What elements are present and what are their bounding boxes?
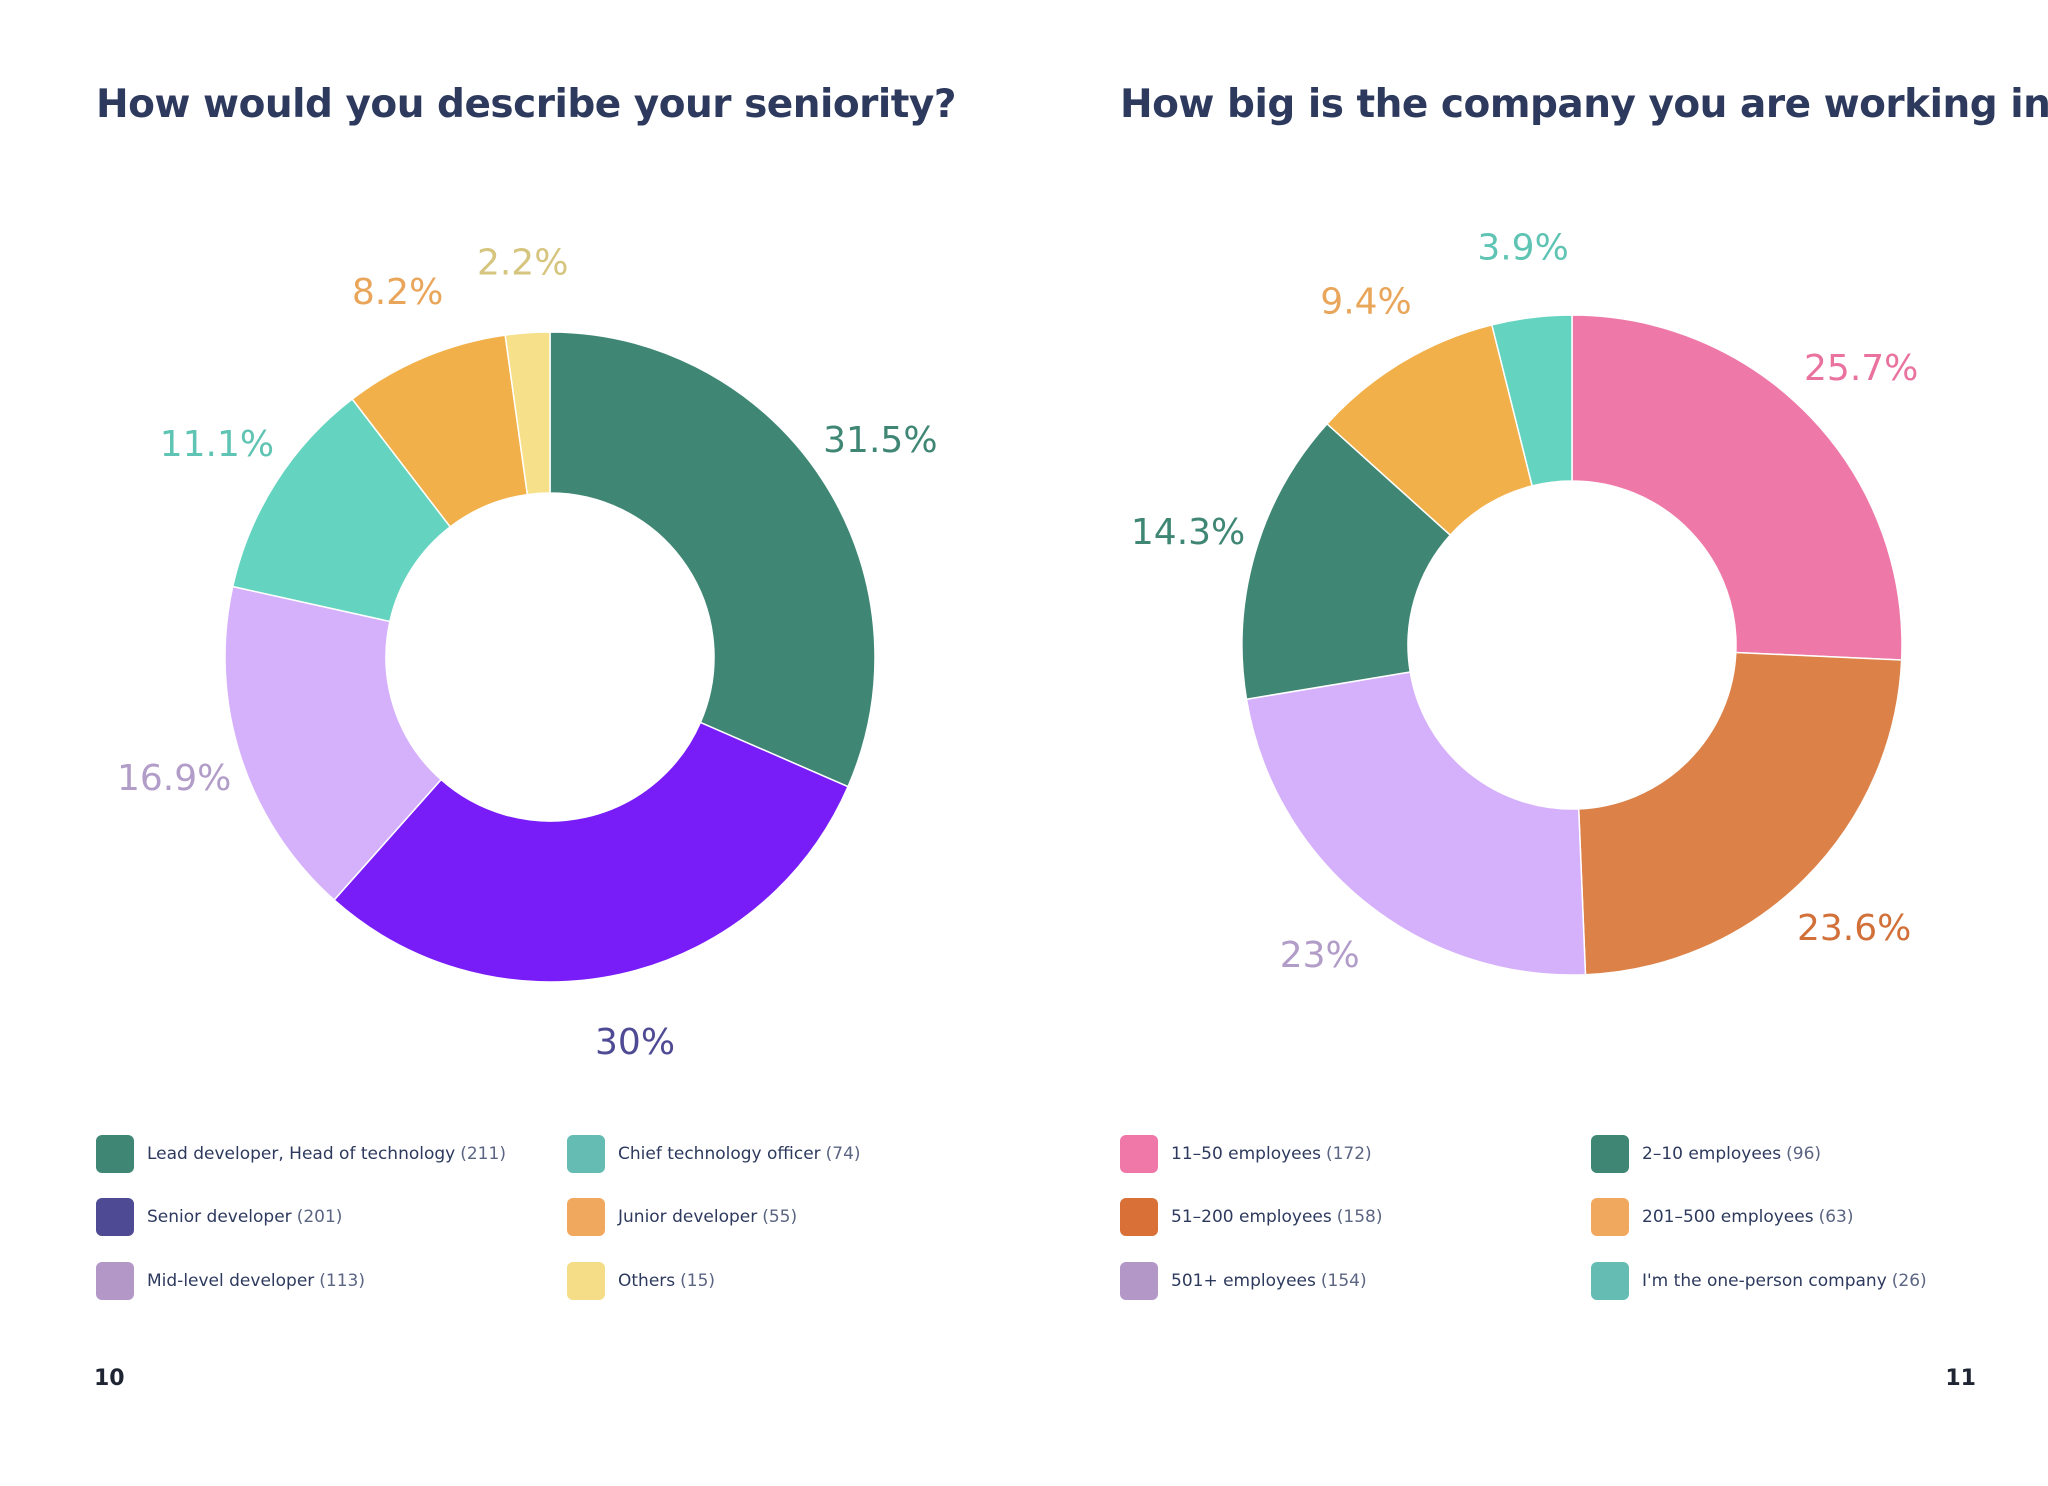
legend-count: (15) <box>680 1271 716 1291</box>
legend: 11–50 employees (172) 2–10 employees (96) 51… <box>1120 1134 2020 1334</box>
slice-percent-label: 9.4% <box>1320 282 1411 323</box>
legend-label: Junior developer <box>618 1207 758 1227</box>
legend-swatch <box>96 1198 134 1236</box>
legend-label: 2–10 employees <box>1642 1144 1782 1164</box>
legend-count: (96) <box>1786 1144 1822 1164</box>
chart-page-left: How would you describe your seniority? 3… <box>94 82 996 1391</box>
slice-percent-label: 8.2% <box>352 272 443 313</box>
legend-swatch <box>1591 1198 1629 1236</box>
legend-label: I'm the one-person company <box>1642 1271 1887 1291</box>
donut-slice <box>1245 671 1587 976</box>
legend-count: (158) <box>1336 1207 1383 1227</box>
legend: Lead developer, Head of technology (211) C… <box>96 1134 996 1334</box>
donut-chart: 31.5% 30% 16.9% 11.1% 8.2% 2.2% <box>117 242 938 1063</box>
legend-label: 51–200 employees <box>1171 1207 1332 1227</box>
page-number: 11 <box>1945 1366 1976 1391</box>
legend-item: I'm the one-person company (26) <box>1591 1261 1927 1301</box>
legend-item: Chief technology officer (74) <box>567 1134 861 1174</box>
legend-label: 201–500 employees <box>1642 1207 1814 1227</box>
slice-percent-label: 23% <box>1280 935 1360 976</box>
donut-slice <box>1577 651 1903 976</box>
legend-label: 11–50 employees <box>1171 1144 1321 1164</box>
legend-item: 11–50 employees (172) <box>1120 1134 1372 1174</box>
legend-count: (172) <box>1325 1144 1372 1164</box>
legend-swatch <box>1591 1262 1629 1300</box>
legend-swatch <box>567 1198 605 1236</box>
donut-chart: 25.7% 23.6% 23% 14.3% 9.4% 3.9% <box>1131 228 1919 976</box>
legend-label: 501+ employees <box>1171 1271 1316 1291</box>
legend-swatch <box>96 1262 134 1300</box>
slice-percent-label: 30% <box>595 1022 675 1063</box>
donut-slice <box>224 585 443 902</box>
legend-label: Chief technology officer <box>618 1144 821 1164</box>
slice-percent-label: 16.9% <box>117 758 231 799</box>
legend-swatch <box>96 1135 134 1173</box>
legend-count: (55) <box>762 1207 798 1227</box>
legend-item: 2–10 employees (96) <box>1591 1134 1821 1174</box>
slice-percent-label: 2.2% <box>477 242 568 283</box>
legend-label: Lead developer, Head of technology <box>147 1144 456 1164</box>
legend-item: Others (15) <box>567 1261 715 1301</box>
legend-label: Senior developer <box>147 1207 292 1227</box>
legend-item: Mid-level developer (113) <box>96 1261 365 1301</box>
legend-swatch <box>1120 1135 1158 1173</box>
legend-label: Others <box>618 1271 676 1291</box>
slice-percent-label: 25.7% <box>1804 348 1918 389</box>
slice-percent-label: 11.1% <box>160 424 274 465</box>
legend-count: (63) <box>1818 1207 1854 1227</box>
legend-swatch <box>567 1135 605 1173</box>
chart-title: How big is the company you are working i… <box>1120 82 2048 127</box>
donut-slice <box>333 721 850 983</box>
legend-swatch <box>1120 1262 1158 1300</box>
legend-swatch <box>567 1262 605 1300</box>
donut-slice <box>1241 422 1452 701</box>
slice-percent-label: 23.6% <box>1797 908 1911 949</box>
donut-slice <box>504 331 551 496</box>
donut-slice <box>1571 314 1903 661</box>
legend-swatch <box>1120 1198 1158 1236</box>
legend-label: Mid-level developer <box>147 1271 315 1291</box>
donut-slice <box>549 331 876 788</box>
legend-count: (201) <box>296 1207 343 1227</box>
chart-title: How would you describe your seniority? <box>96 82 956 127</box>
slice-percent-label: 14.3% <box>1131 512 1245 553</box>
chart-page-right: How big is the company you are working i… <box>1024 0 2048 1486</box>
legend-swatch <box>1591 1135 1629 1173</box>
legend-item: Lead developer, Head of technology (211) <box>96 1134 506 1174</box>
donut-slice <box>231 398 452 623</box>
legend-item: 501+ employees (154) <box>1120 1261 1367 1301</box>
legend-item: Senior developer (201) <box>96 1197 342 1237</box>
legend-item: Junior developer (55) <box>567 1197 797 1237</box>
donut-slice <box>1490 314 1573 487</box>
page-number: 10 <box>94 1366 125 1391</box>
slice-percent-label: 3.9% <box>1477 228 1568 269</box>
slice-percent-label: 31.5% <box>823 420 937 461</box>
legend-count: (113) <box>319 1271 365 1291</box>
legend-count: (154) <box>1320 1271 1367 1291</box>
legend-count: (74) <box>825 1144 861 1164</box>
legend-count: (26) <box>1891 1271 1927 1291</box>
legend-count: (211) <box>460 1144 506 1164</box>
legend-item: 51–200 employees (158) <box>1120 1197 1382 1237</box>
legend-item: 201–500 employees (63) <box>1591 1197 1853 1237</box>
